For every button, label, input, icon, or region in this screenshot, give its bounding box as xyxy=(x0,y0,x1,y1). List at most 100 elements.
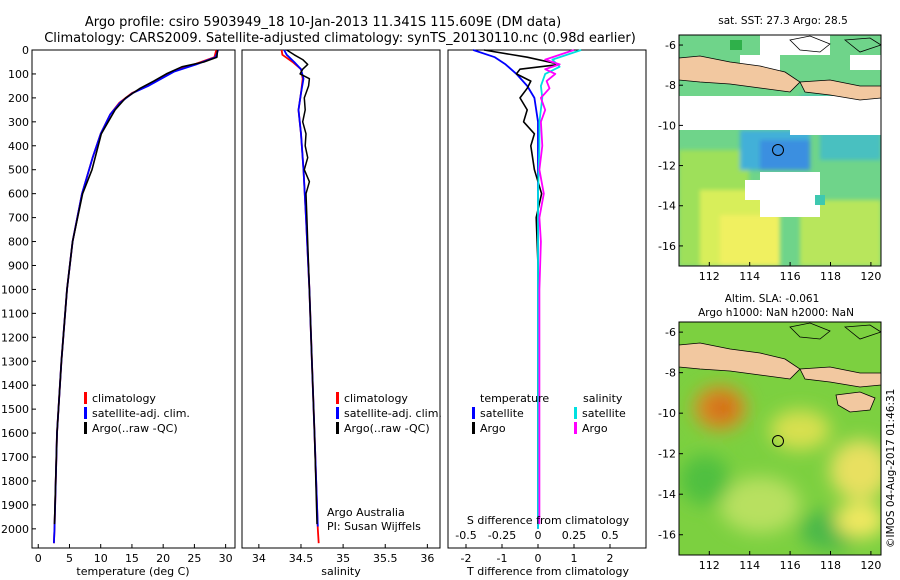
lat-tick-label: -6 xyxy=(665,326,676,339)
y-tick-label: 2000 xyxy=(1,523,29,536)
legend-climatology-label: climatology xyxy=(344,392,408,405)
legend-argo-swatch xyxy=(84,422,87,434)
float-position-marker xyxy=(772,435,784,447)
legend-argo-label: Argo(..raw -QC) xyxy=(344,422,430,435)
salinity-legend: climatology satellite-adj. clim. Argo(..… xyxy=(336,392,442,435)
sla-map-subtitle: Argo h1000: NaN h2000: NaN xyxy=(698,307,854,319)
y-tick-label: 1800 xyxy=(1,475,29,488)
legend-satellite-label: satellite-adj. clim. xyxy=(92,407,190,420)
sla-map-ticks: 112 114 116 118 120 -6 -8 -10 -12 -14 -16 xyxy=(658,326,881,572)
y-tick-label: 200 xyxy=(8,92,29,105)
legend-t-argo-swatch xyxy=(472,422,475,434)
y-tick-label: 500 xyxy=(8,164,29,177)
y-tick-label: 1200 xyxy=(1,331,29,344)
series-argo xyxy=(53,49,219,525)
x-tick-label: 34 xyxy=(252,552,266,565)
x-tick-label: 34.5 xyxy=(289,552,314,565)
temperature-panel: 0100200300400500600700800900100011001200… xyxy=(1,44,236,578)
lat-tick-label: -10 xyxy=(658,119,676,132)
x-tick-label: 30 xyxy=(219,552,233,565)
x-tick-label: -2 xyxy=(461,552,472,565)
sst-map-ticks: 112 114 116 118 120 -6 -8 -10 -12 -14 -16 xyxy=(658,39,881,283)
y-tick-label: 100 xyxy=(8,68,29,81)
salinity-series xyxy=(280,49,320,544)
lat-tick-label: -12 xyxy=(658,160,676,173)
lat-tick-label: -8 xyxy=(665,79,676,92)
s-difference-axis-ticks: -0.5 -0.25 0 0.25 0.5 xyxy=(455,529,618,542)
y-tick-label: 300 xyxy=(8,116,29,129)
x-tick-label: 25 xyxy=(187,552,201,565)
figure-title-line1: Argo profile: csiro 5903949_18 10-Jan-20… xyxy=(85,15,561,30)
legend-s-argo-label: Argo xyxy=(582,422,608,435)
legend-s-satellite-swatch xyxy=(574,407,577,419)
s-tick-label: 0.5 xyxy=(601,529,619,542)
legend-climatology-swatch xyxy=(336,392,339,404)
x-tick-label: 0 xyxy=(535,552,542,565)
s-tick-label: -0.25 xyxy=(488,529,516,542)
lat-tick-label: -8 xyxy=(665,367,676,380)
y-tick-label: 1500 xyxy=(1,403,29,416)
temperature-xlabel: temperature (deg C) xyxy=(76,565,189,578)
series-s-argo xyxy=(538,49,575,525)
y-tick-label: 1100 xyxy=(1,307,29,320)
lat-tick-label: -16 xyxy=(658,529,676,542)
x-tick-label: 35 xyxy=(336,552,350,565)
legend-t-satellite-label: satellite xyxy=(480,407,524,420)
y-tick-label: 1400 xyxy=(1,379,29,392)
y-tick-label: 1300 xyxy=(1,355,29,368)
legend-t-satellite-swatch xyxy=(472,407,475,419)
credit-org: Argo Australia xyxy=(327,506,405,519)
lon-tick-label: 118 xyxy=(820,270,841,283)
lon-tick-label: 120 xyxy=(860,559,881,572)
s-tick-label: 0.25 xyxy=(562,529,587,542)
x-tick-label: -1 xyxy=(497,552,508,565)
s-tick-label: -0.5 xyxy=(455,529,476,542)
y-tick-label: 0 xyxy=(22,44,29,57)
legend-satellite-swatch xyxy=(84,407,87,419)
sla-map-frame xyxy=(678,321,882,556)
float-position-marker xyxy=(772,144,784,156)
temperature-axis-ticks: 0 5 10 15 20 25 30 xyxy=(35,544,233,565)
credit-pi: PI: Susan Wijffels xyxy=(327,520,421,533)
sla-land xyxy=(679,322,881,413)
legend-temperature-header: temperature xyxy=(480,392,549,405)
lat-tick-label: -14 xyxy=(658,200,676,213)
x-tick-label: 5 xyxy=(66,552,73,565)
legend-satellite-label: satellite-adj. clim. xyxy=(344,407,442,420)
lat-tick-label: -10 xyxy=(658,407,676,420)
lon-tick-label: 118 xyxy=(820,559,841,572)
x-tick-label: 35.5 xyxy=(373,552,398,565)
legend-argo-swatch xyxy=(336,422,339,434)
x-tick-label: 1 xyxy=(571,552,578,565)
x-tick-label: 20 xyxy=(156,552,170,565)
y-tick-label: 900 xyxy=(8,259,29,272)
temperature-plot-frame xyxy=(31,49,236,549)
legend-s-satellite-label: satellite xyxy=(582,407,626,420)
y-tick-label: 1900 xyxy=(1,499,29,512)
legend-climatology-swatch xyxy=(84,392,87,404)
y-tick-label: 600 xyxy=(8,188,29,201)
legend-salinity-header: salinity xyxy=(583,392,623,405)
depth-axis-ticks: 0 100 200 300 400 500 600 700 800 900 1000 1100 1200… xyxy=(1,44,36,536)
lat-tick-label: -14 xyxy=(658,488,676,501)
temperature-legend: climatology satellite-adj. clim. Argo(..… xyxy=(84,392,190,435)
salinity-axis-ticks: 34 34.5 35 35.5 36 xyxy=(252,544,434,565)
t-difference-axis-ticks: -2 -1 0 1 2 xyxy=(461,544,614,565)
x-tick-label: 36 xyxy=(420,552,434,565)
lon-tick-label: 114 xyxy=(739,559,760,572)
y-tick-label: 400 xyxy=(8,140,29,153)
lon-tick-label: 120 xyxy=(860,270,881,283)
sla-field xyxy=(680,386,881,550)
t-difference-xlabel: T difference from climatology xyxy=(466,565,629,578)
sst-map: sat. SST: 27.3 Argo: 28.5 xyxy=(658,15,882,283)
sla-map-title: Altim. SLA: -0.061 xyxy=(725,293,820,305)
y-tick-label: 1600 xyxy=(1,427,29,440)
legend-climatology-label: climatology xyxy=(92,392,156,405)
legend-s-argo-swatch xyxy=(574,422,577,434)
figure-title-line2: Climatology: CARS2009. Satellite-adjuste… xyxy=(44,31,636,46)
x-tick-label: 15 xyxy=(125,552,139,565)
series-argo xyxy=(286,49,318,525)
lon-tick-label: 116 xyxy=(780,559,801,572)
lat-tick-label: -16 xyxy=(658,240,676,253)
